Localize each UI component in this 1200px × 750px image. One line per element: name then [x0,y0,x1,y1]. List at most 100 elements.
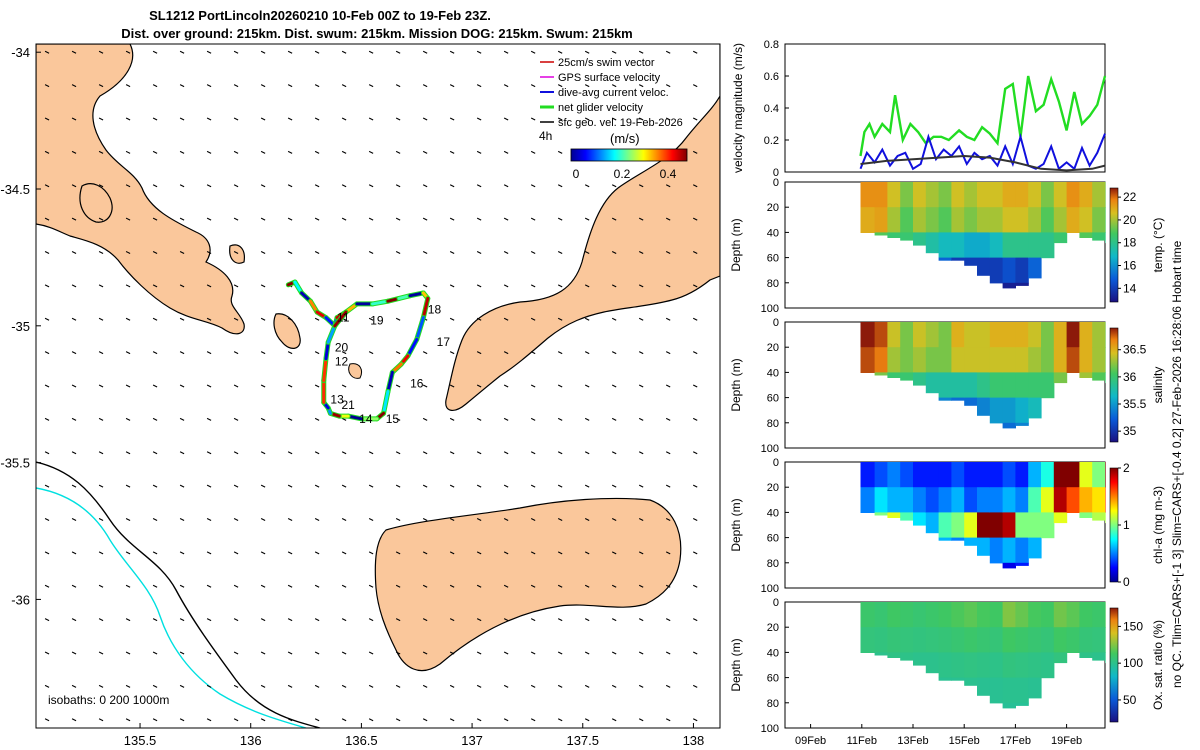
section-cell [913,652,927,666]
legend-net: net glider velocity [558,102,643,114]
section-cell [1079,207,1093,233]
section-cell [951,512,965,539]
section-cell [1092,347,1106,373]
section-cell [860,462,876,488]
geo-vel-arrow [152,84,158,88]
section-cell [989,537,1004,564]
section-cell [1041,207,1055,233]
geo-vel-arrow [638,518,644,522]
geo-vel-arrow [206,317,212,321]
track-segment [386,370,394,393]
geo-vel-arrow [692,518,698,522]
geo-vel-arrow [557,250,563,254]
section-cell [1105,512,1106,524]
section-cell [913,602,927,628]
geo-vel-arrow [44,384,50,388]
section-cell [1079,462,1093,488]
geo-vel-arrow [368,84,374,88]
section-ytick-label: 0 [773,317,779,329]
geo-vel-arrow [260,184,266,188]
geo-vel-arrow [665,718,671,722]
track-segment [324,340,330,361]
geo-vel-arrow [530,351,536,355]
geo-vel-arrow [179,584,185,588]
geo-vel-arrow [152,217,158,221]
geo-vel-arrow [179,150,185,154]
geo-vel-arrow [152,250,158,254]
geo-vel-arrow [584,117,590,121]
geo-vel-arrow [422,451,428,455]
section-cell [977,602,991,628]
geo-vel-arrow [260,718,266,722]
section-cell [1015,627,1029,653]
geo-vel-arrow [422,84,428,88]
section-ytick-label: 40 [767,227,779,239]
geo-vel-arrow [206,417,212,421]
geo-vel-arrow [260,384,266,388]
geo-vel-arrow [638,184,644,188]
geo-vel-arrow [395,317,401,321]
geo-vel-arrow [557,684,563,688]
geo-vel-arrow [395,117,401,121]
geo-vel-arrow [233,351,239,355]
section-panel-salinity: 0 20 40 60 80 100 Depth (m) 35 35.5 36 36.5 salinit… [729,317,1165,455]
colorbar-label-oxygen: Ox. sat. ratio (%) [1151,620,1165,710]
section-cell [938,372,952,399]
section-cell [1002,347,1016,373]
geo-vel-arrow [476,551,482,555]
geo-vel-arrow [476,351,482,355]
section-cell [989,372,1004,399]
section-cell [964,462,978,488]
map-y-ticks: -34 -34.5 -35 -35.5 -36 [0,45,41,607]
section-cell [925,652,940,674]
geo-vel-arrow [287,518,293,522]
section-cell [900,372,914,381]
section-cell [1002,537,1016,564]
geo-vel-arrow [260,250,266,254]
section-cell [964,257,978,266]
geo-vel-arrow [125,551,131,555]
geo-vel-arrow [611,718,617,722]
geo-vel-arrow [638,718,644,722]
section-ylabel-temperature: Depth (m) [729,218,743,271]
geo-vel-arrow [503,351,509,355]
geo-vel-arrow [44,684,50,688]
geo-vel-arrow [260,417,266,421]
geo-vel-arrow [449,351,455,355]
section-cell [1053,627,1068,653]
time-axis: 09Feb 11Feb 13Feb 15Feb 17Feb 19Feb [795,724,1082,747]
section-cell [938,397,952,401]
geo-vel-arrow [71,584,77,588]
geo-vel-arrow [98,50,104,54]
section-cell [1053,182,1068,208]
geo-vel-arrow [98,684,104,688]
geo-vel-arrow [584,250,590,254]
colorbar-tick-label: 50 [1123,693,1137,707]
geo-vel-arrow [314,84,320,88]
geo-vel-arrow [692,250,698,254]
geo-vel-arrow [179,384,185,388]
section-cell [1079,322,1093,348]
geo-vel-arrow [638,217,644,221]
colorbar-tick-label: 35.5 [1123,397,1147,411]
geo-vel-arrow [476,651,482,655]
geo-vel-arrow [476,384,482,388]
geo-vel-arrow [638,551,644,555]
geo-vel-arrow [692,684,698,688]
geo-vel-arrow [287,84,293,88]
isobaths-label: isobaths: 0 200 1000m [48,693,169,707]
geo-vel-arrow [449,684,455,688]
section-cell [925,512,940,534]
geo-vel-arrow [71,150,77,154]
geo-vel-arrow [98,117,104,121]
geo-vel-arrow [71,551,77,555]
section-cell [1002,232,1016,259]
geo-vel-arrow [584,484,590,488]
section-cell [900,347,914,373]
section-cell [1002,677,1016,704]
geo-vel-arrow [206,718,212,722]
section-cell [1028,602,1042,628]
section-cell [1041,372,1055,399]
geo-vel-arrow [233,684,239,688]
